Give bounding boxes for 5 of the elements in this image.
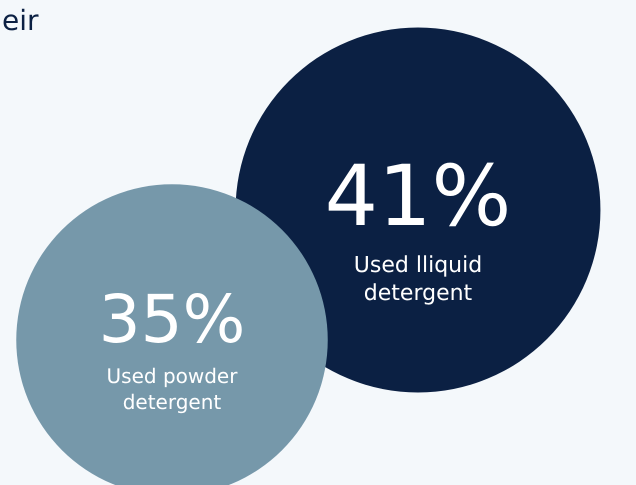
data-label: 35% <box>98 281 246 358</box>
data-label: 41% <box>324 147 512 245</box>
text: eir <box>2 4 40 37</box>
category-label: Used lliquid detergent <box>354 253 482 306</box>
category-label: Used powder detergent <box>106 364 238 414</box>
